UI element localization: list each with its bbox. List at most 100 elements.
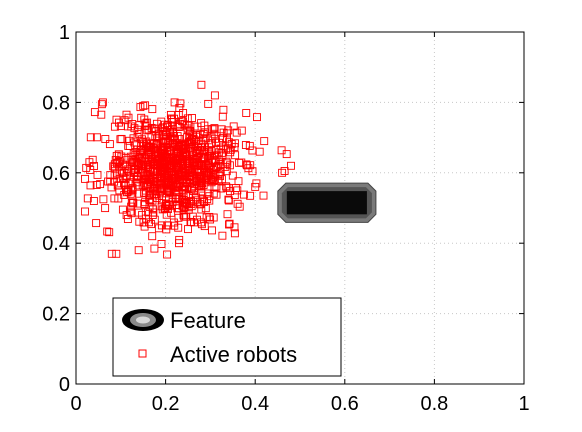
robot-point: [280, 167, 289, 175]
robot-point: [200, 222, 209, 231]
y-tick-label: 1: [59, 22, 70, 44]
robot-point: [133, 171, 142, 180]
robot-point: [186, 175, 194, 184]
robot-point: [235, 202, 244, 211]
robot-point: [86, 133, 95, 142]
robot-point: [160, 204, 169, 213]
robot-point: [224, 144, 233, 153]
robot-point: [185, 137, 193, 146]
robot-point: [246, 191, 255, 200]
robot-point: [197, 195, 206, 204]
robot-point: [124, 122, 132, 131]
robot-point: [259, 191, 268, 200]
robot-point: [109, 162, 118, 171]
robot-point: [140, 200, 149, 208]
robot-point: [229, 122, 238, 131]
robot-point: [101, 135, 110, 143]
robot-point: [145, 191, 154, 199]
robot-point: [255, 147, 264, 156]
x-tick-label: 0: [70, 393, 81, 415]
robot-point: [202, 174, 211, 183]
robot-point: [184, 203, 193, 212]
robot-point: [159, 145, 168, 154]
robot-point: [147, 220, 156, 229]
robot-point: [205, 212, 214, 221]
robot-point: [234, 177, 243, 186]
robot-point: [181, 178, 190, 187]
robot-point: [110, 194, 119, 203]
robot-point: [226, 145, 235, 154]
x-tick-label: 0.2: [152, 393, 180, 415]
robot-point: [92, 133, 101, 142]
robot-point: [205, 192, 214, 201]
robot-point: [231, 151, 240, 160]
robot-point: [116, 135, 125, 144]
robot-point: [163, 160, 172, 168]
robot-point: [200, 121, 209, 130]
robot-point: [115, 186, 124, 195]
robot-point: [211, 157, 220, 166]
robot-point: [282, 150, 291, 159]
robot-point: [97, 100, 106, 109]
robot-point: [89, 197, 98, 205]
robot-point: [170, 98, 179, 107]
robot-point: [225, 220, 233, 229]
robot-point: [166, 136, 175, 145]
robot-point: [120, 190, 129, 199]
robot-point: [119, 168, 128, 177]
robot-point: [188, 114, 196, 122]
robot-point: [115, 174, 124, 183]
active-robots-points: [81, 80, 295, 259]
legend-label-feature: Feature: [170, 308, 246, 333]
robot-point: [128, 184, 137, 193]
robot-point: [105, 228, 114, 237]
robot-point: [210, 125, 219, 134]
robot-point: [260, 137, 269, 146]
robot-point: [142, 142, 150, 150]
robot-point: [165, 200, 174, 209]
x-tick-label: 0.8: [420, 393, 448, 415]
robot-point: [121, 155, 130, 164]
robot-point: [142, 162, 151, 171]
robot-point: [205, 143, 214, 152]
robot-point: [157, 221, 166, 230]
robot-point: [124, 113, 133, 122]
robot-point: [140, 181, 149, 190]
y-tick-label: 0: [59, 374, 70, 396]
robot-point: [157, 240, 166, 248]
robot-point: [140, 222, 149, 231]
robot-point: [160, 168, 169, 177]
robot-point: [196, 173, 205, 181]
robot-point: [86, 181, 95, 190]
robot-point: [209, 189, 218, 198]
robot-point: [81, 174, 89, 183]
robot-point: [173, 204, 182, 213]
robot-point: [122, 211, 131, 220]
robot-point: [224, 126, 233, 135]
robot-point: [162, 225, 171, 234]
robot-point: [197, 205, 206, 214]
robot-point: [163, 126, 172, 135]
robot-point: [198, 161, 207, 170]
robot-point: [199, 136, 208, 145]
legend: Feature Active robots: [112, 297, 342, 377]
robot-point: [155, 163, 164, 172]
robot-point: [97, 110, 106, 119]
robot-point: [174, 111, 183, 119]
robot-point: [189, 187, 198, 195]
robot-point: [218, 231, 227, 240]
robot-point: [237, 126, 246, 135]
robot-point: [251, 182, 260, 191]
robot-point: [150, 190, 159, 198]
robot-point: [136, 146, 145, 155]
robot-point: [106, 171, 115, 180]
robot-point: [129, 166, 138, 174]
plot-frame: [75, 31, 525, 385]
feature-shape: [277, 182, 377, 223]
robot-point: [96, 180, 105, 189]
robot-point: [197, 220, 206, 229]
robot-point: [98, 98, 107, 107]
robot-point: [171, 195, 180, 204]
robot-point: [134, 189, 143, 198]
